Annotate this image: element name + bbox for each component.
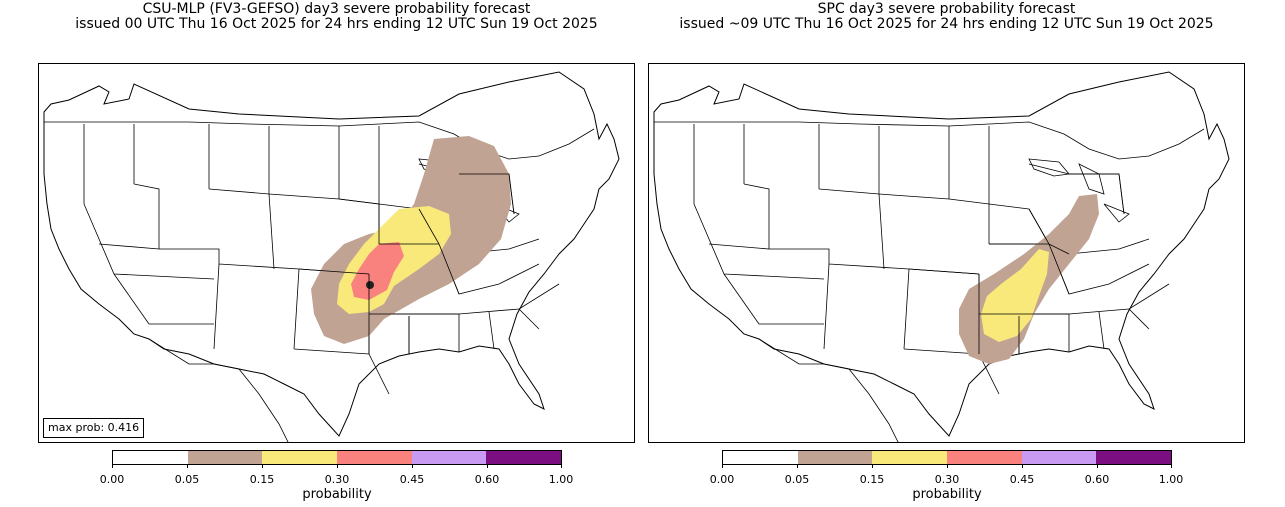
left-tick-2: 0.15 (249, 473, 275, 486)
left-basemap (43, 71, 620, 442)
left-tick-1: 0.05 (174, 473, 200, 486)
tickmark (947, 464, 948, 468)
right-tick-6: 1.00 (1158, 473, 1184, 486)
left-title: CSU-MLP (FV3-GEFSO) day3 severe probabil… (38, 2, 635, 32)
left-colorbar-seg-4 (411, 451, 487, 464)
left-colorbar-seg-1 (187, 451, 263, 464)
tickmark (337, 464, 338, 468)
right-colorbar-seg-4 (1021, 451, 1097, 464)
tickmark (187, 464, 188, 468)
right-colorbar-ticks: 0.00 0.05 0.15 0.30 0.45 0.60 1.00 (710, 464, 1183, 486)
tickmark (722, 464, 723, 468)
right-tick-0: 0.00 (709, 473, 735, 486)
tickmark (487, 464, 488, 468)
left-tick-3: 0.30 (324, 473, 350, 486)
right-prob-15 (981, 249, 1049, 342)
tickmark (1022, 464, 1023, 468)
right-colorbar-seg-0 (723, 451, 798, 464)
right-map (648, 63, 1245, 443)
right-tick-5: 0.60 (1084, 473, 1110, 486)
left-colorbar-seg-3 (337, 451, 412, 464)
right-colorbar-label: probability (912, 487, 982, 502)
left-tick-5: 0.60 (474, 473, 500, 486)
left-tick-0: 0.00 (99, 473, 125, 486)
right-basemap (653, 71, 1230, 442)
left-tick-4: 0.45 (399, 473, 425, 486)
max-prob-label: max prob: 0.416 (43, 418, 145, 438)
left-overlay-lines (298, 173, 515, 354)
tickmark (872, 464, 873, 468)
tickmark (112, 464, 113, 468)
left-colorbar-label: probability (302, 487, 372, 502)
right-colorbar-seg-3 (947, 451, 1022, 464)
tickmark (412, 464, 413, 468)
right-colorbar-seg-2 (872, 451, 948, 464)
right-title-line2: issued ~09 UTC Thu 16 Oct 2025 for 24 hr… (679, 16, 1214, 32)
left-colorbar-seg-5 (486, 451, 562, 464)
tickmark (1097, 464, 1098, 468)
right-tick-2: 0.15 (859, 473, 885, 486)
tickmark (262, 464, 263, 468)
right-title: SPC day3 severe probability forecast iss… (648, 2, 1245, 32)
right-colorbar-seg-5 (1096, 451, 1172, 464)
left-colorbar-seg-0 (113, 451, 188, 464)
right-map-svg (653, 71, 1230, 442)
left-title-line1: CSU-MLP (FV3-GEFSO) day3 severe probabil… (142, 1, 531, 17)
tickmark (561, 464, 562, 468)
right-colorbar (722, 450, 1172, 465)
right-tick-3: 0.30 (934, 473, 960, 486)
right-overlay-lines (908, 173, 1125, 354)
left-prob-30 (351, 242, 404, 300)
right-colorbar-seg-1 (797, 451, 873, 464)
left-colorbar (112, 450, 562, 465)
left-max-prob-dot (366, 281, 374, 289)
tickmark (1171, 464, 1172, 468)
left-colorbar-ticks: 0.00 0.05 0.15 0.30 0.45 0.60 1.00 (100, 464, 573, 486)
right-tick-4: 0.45 (1009, 473, 1035, 486)
right-title-line1: SPC day3 severe probability forecast (817, 1, 1076, 17)
left-title-line2: issued 00 UTC Thu 16 Oct 2025 for 24 hrs… (75, 16, 598, 32)
left-colorbar-seg-2 (262, 451, 338, 464)
left-tick-6: 1.00 (548, 473, 574, 486)
left-map-svg (43, 71, 620, 442)
right-tick-1: 0.05 (784, 473, 810, 486)
tickmark (797, 464, 798, 468)
left-map: max prob: 0.416 (38, 63, 635, 443)
